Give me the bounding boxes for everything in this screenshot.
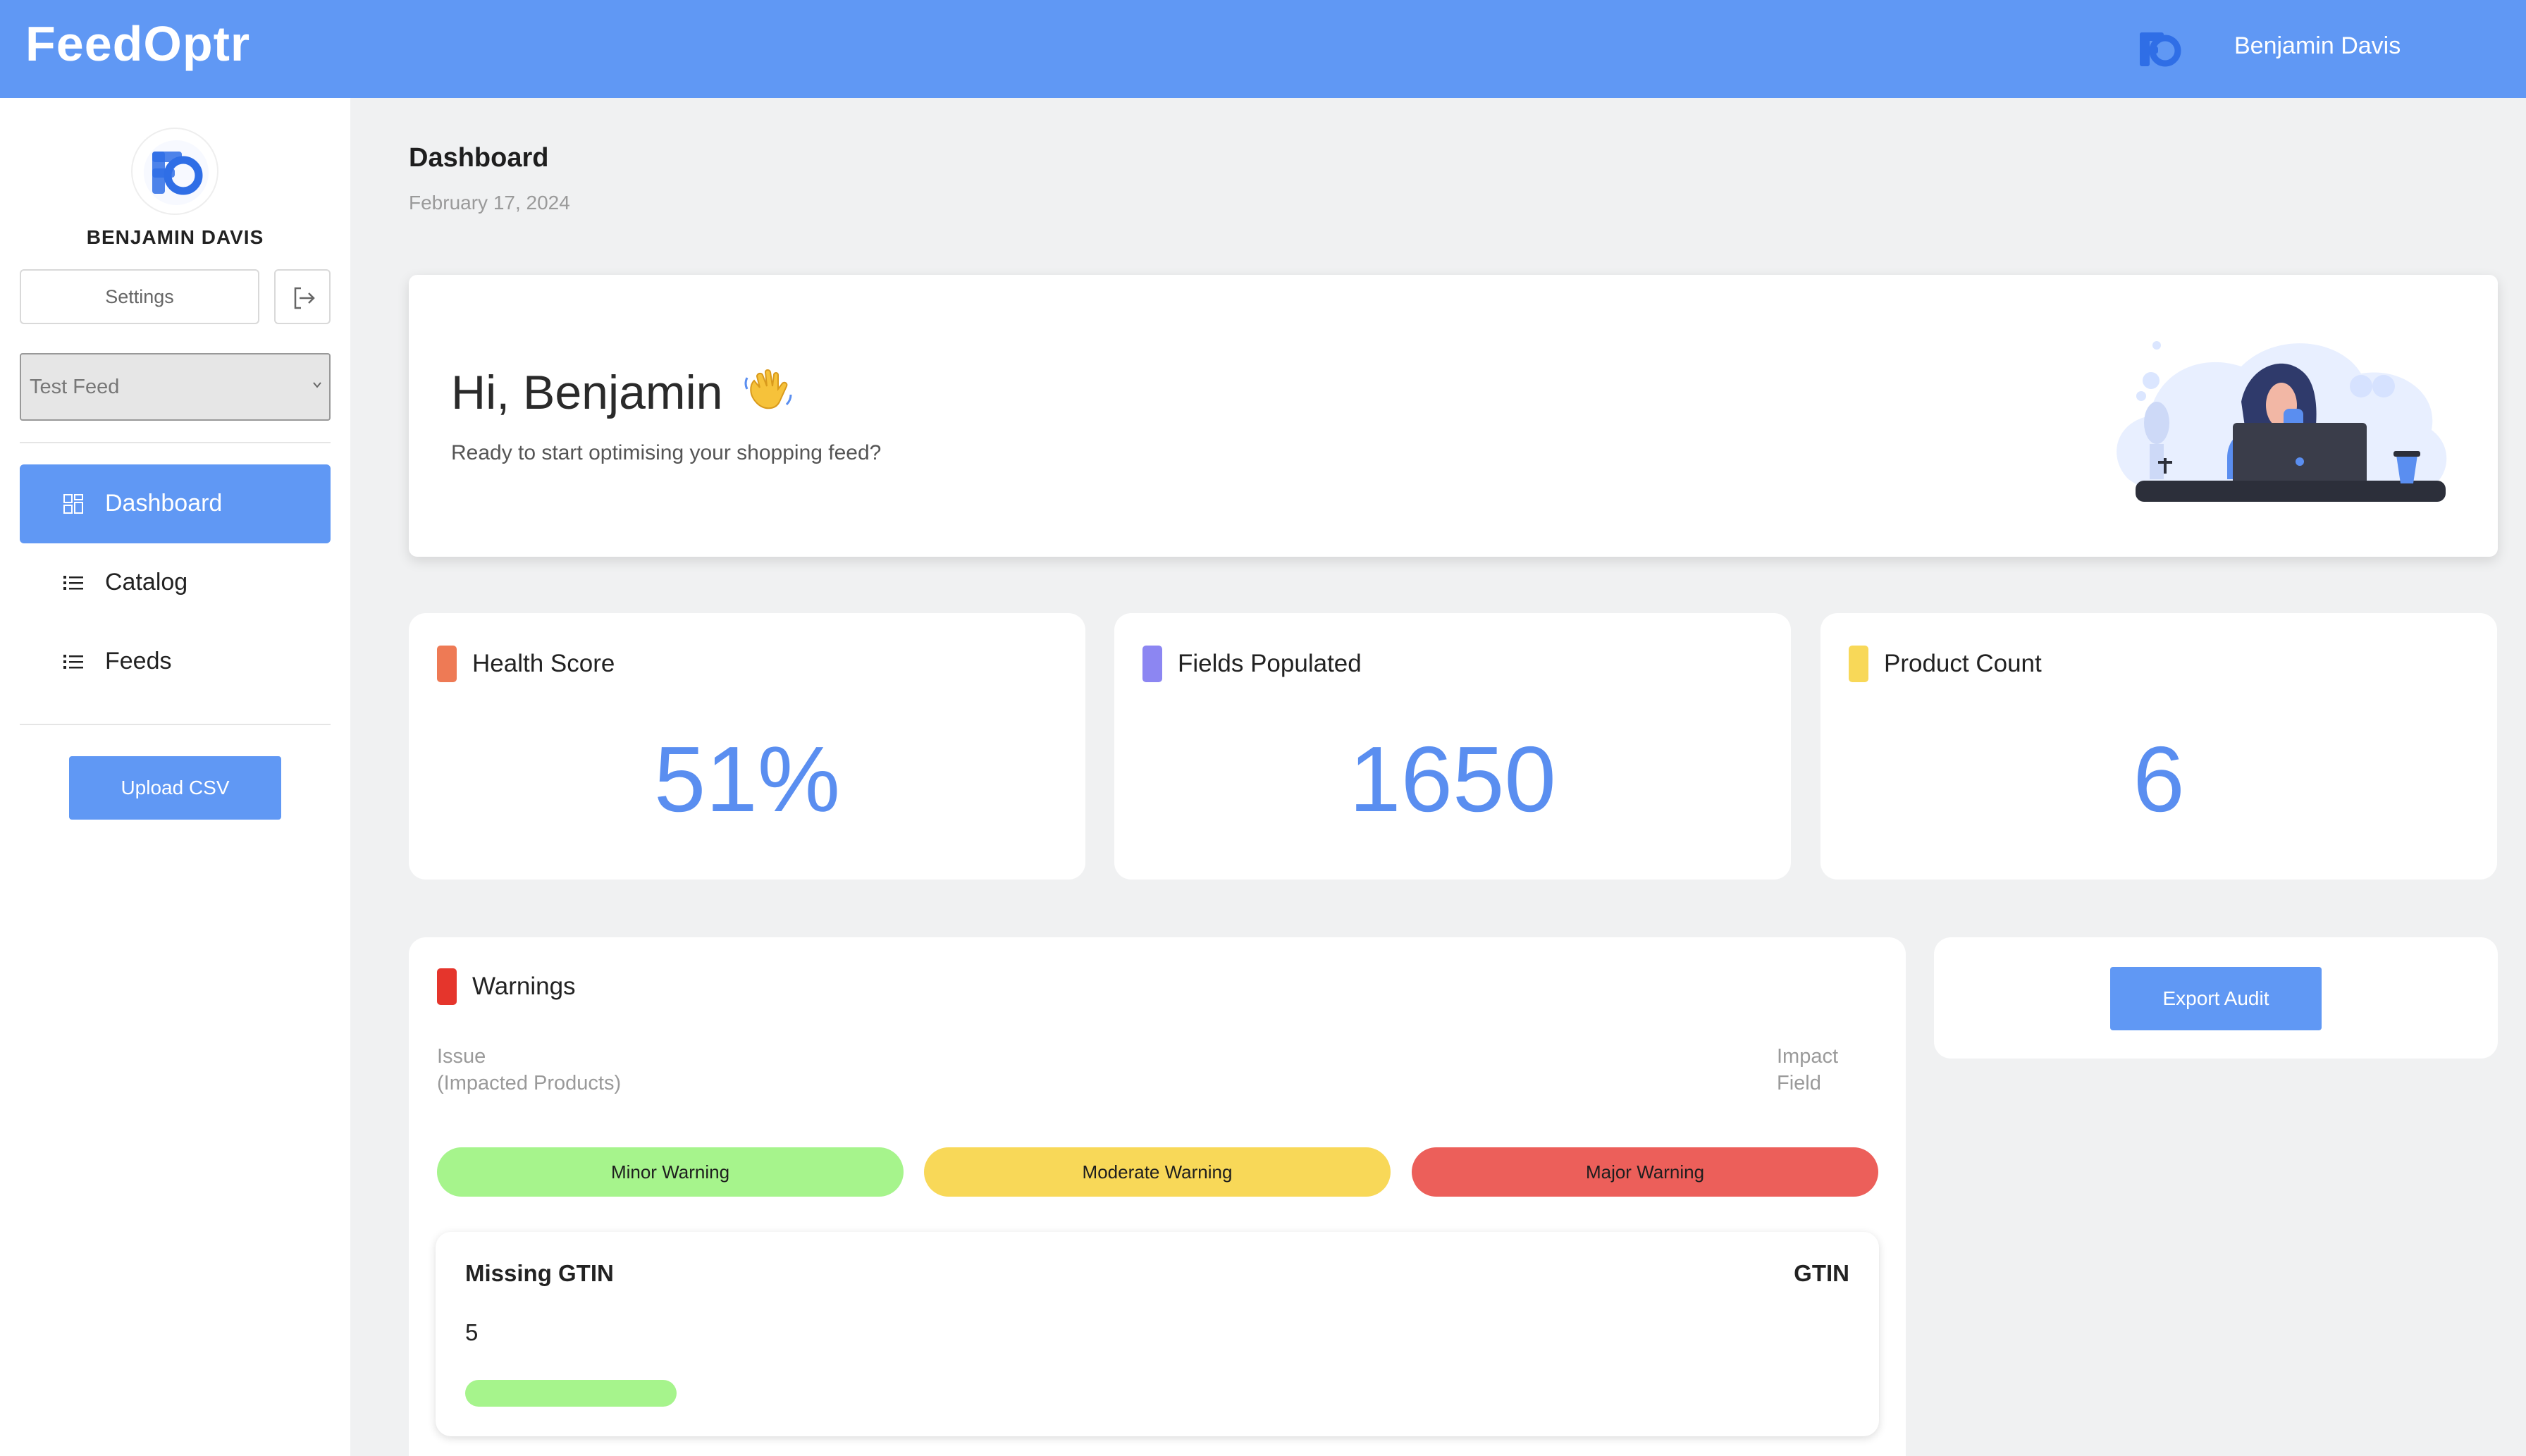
grid-icon xyxy=(63,494,83,514)
impact-column-label: Impact xyxy=(1777,1045,1839,1068)
issue-column-header: Issue (Impacted Products) xyxy=(437,1043,621,1097)
export-audit-button[interactable]: Export Audit xyxy=(2110,967,2322,1030)
sidebar: BENJAMIN DAVIS Settings Test Feed Dashbo… xyxy=(0,98,350,1456)
sidebar-item-label: Feeds xyxy=(105,648,172,674)
stat-label: Health Score xyxy=(472,650,615,677)
greeting-heading: Hi, Benjamin xyxy=(451,366,723,419)
stat-label: Product Count xyxy=(1884,650,2042,677)
sidebar-item-dashboard[interactable]: Dashboard xyxy=(20,464,331,543)
avatar-logo-icon xyxy=(144,140,209,205)
warnings-title: Warnings xyxy=(472,973,576,1000)
greeting-subtitle: Ready to start optimising your shopping … xyxy=(451,441,882,464)
sidebar-username: BENJAMIN DAVIS xyxy=(86,226,264,248)
warnings-color-marker xyxy=(437,968,457,1005)
issue-impacted-count: 5 xyxy=(465,1319,479,1345)
stat-color-marker xyxy=(1849,646,1868,682)
page-date: February 17, 2024 xyxy=(409,192,570,214)
export-card: Export Audit xyxy=(1934,937,2498,1059)
sidebar-item-feeds[interactable]: Feeds xyxy=(20,622,331,701)
major-warning-filter[interactable]: Major Warning xyxy=(1412,1147,1878,1197)
list-icon xyxy=(63,655,83,669)
top-bar: FeedOptr Benjamin Davis xyxy=(0,0,2526,98)
fields-populated-card: Fields Populated 1650 xyxy=(1114,613,1791,880)
moderate-warning-filter[interactable]: Moderate Warning xyxy=(924,1147,1391,1197)
stat-label: Fields Populated xyxy=(1178,650,1362,677)
minor-warning-filter[interactable]: Minor Warning xyxy=(437,1147,904,1197)
health-score-value: 51% xyxy=(653,727,841,831)
issue-title: Missing GTIN xyxy=(465,1260,614,1286)
brand-logo-text[interactable]: FeedOptr xyxy=(25,16,251,71)
product-count-card: Product Count 6 xyxy=(1820,613,2497,880)
sidebar-item-label: Dashboard xyxy=(105,490,223,517)
settings-button[interactable]: Settings xyxy=(20,269,259,324)
waving-hand-icon xyxy=(744,369,792,409)
fields-populated-value: 1650 xyxy=(1349,727,1556,831)
person-at-laptop-illustration xyxy=(2117,341,2447,502)
sidebar-item-label: Catalog xyxy=(105,569,188,596)
health-score-card: Health Score 51% xyxy=(409,613,1085,880)
impact-column-sublabel: Field xyxy=(1777,1072,1821,1094)
issue-item-missing-gtin[interactable]: Missing GTIN GTIN 5 xyxy=(436,1232,1879,1436)
stat-color-marker xyxy=(1142,646,1162,682)
sidebar-item-catalog[interactable]: Catalog xyxy=(20,543,331,622)
feed-select[interactable]: Test Feed xyxy=(20,353,331,421)
header-user-name[interactable]: Benjamin Davis xyxy=(2234,32,2401,59)
feed-select-value: Test Feed xyxy=(30,376,120,398)
sidebar-divider xyxy=(20,442,331,443)
logout-icon xyxy=(294,287,315,309)
sidebar-divider xyxy=(20,724,331,725)
issue-impact-field: GTIN xyxy=(1794,1260,1849,1286)
list-icon xyxy=(63,576,83,590)
issue-severity-bar xyxy=(465,1380,677,1407)
warnings-card: Warnings Issue (Impacted Products) Impac… xyxy=(409,937,1906,1456)
stat-color-marker xyxy=(437,646,457,682)
upload-csv-button[interactable]: Upload CSV xyxy=(69,756,281,820)
impact-column-header: Impact Field xyxy=(1777,1043,1838,1097)
welcome-card: Hi, Benjamin Ready to start optimising y… xyxy=(409,275,2498,557)
chevron-down-icon xyxy=(313,382,321,388)
product-count-value: 6 xyxy=(2133,727,2185,831)
avatar xyxy=(131,128,218,215)
issue-column-label: Issue xyxy=(437,1045,486,1068)
page-title: Dashboard xyxy=(409,143,549,173)
logout-button[interactable] xyxy=(274,269,331,324)
app-logo-icon xyxy=(2137,28,2182,70)
issue-column-sublabel: (Impacted Products) xyxy=(437,1072,622,1094)
